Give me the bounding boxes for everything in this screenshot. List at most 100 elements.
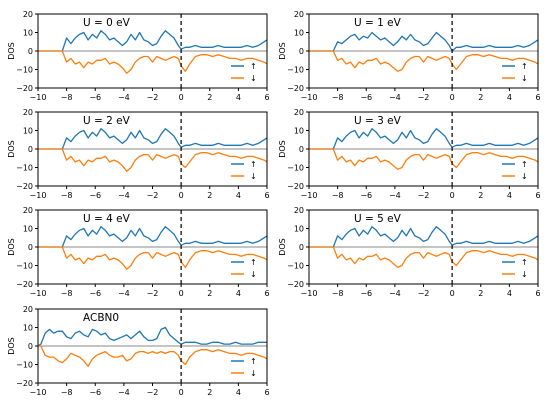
x-tick-label: −10	[30, 191, 47, 200]
x-tick-label: 6	[535, 289, 540, 298]
y-tick-label: 10	[23, 324, 33, 333]
y-tick-label: 20	[294, 108, 304, 117]
spin-up-line	[38, 30, 268, 52]
x-tick-label: 4	[236, 388, 241, 397]
x-tick-label: −8	[332, 191, 344, 200]
y-tick-label: 0	[299, 145, 304, 154]
x-tick-label: 0	[179, 388, 184, 397]
x-tick-label: −8	[332, 289, 344, 298]
panel-title: U = 2 eV	[83, 115, 131, 127]
x-tick-label: −4	[118, 289, 130, 298]
spin-down-line	[38, 50, 268, 74]
legend-up-label: ↑	[250, 357, 257, 366]
x-tick-label: −4	[118, 388, 130, 397]
spin-up-line	[38, 128, 268, 150]
y-tick-label: 10	[294, 225, 304, 234]
y-tick-label: 0	[28, 342, 33, 351]
y-axis-label: DOS	[7, 238, 16, 256]
y-tick-label: 10	[23, 29, 33, 38]
x-tick-label: −8	[61, 191, 73, 200]
x-tick-label: −2	[147, 388, 159, 397]
x-tick-label: −6	[89, 388, 101, 397]
y-tick-label: −10	[16, 164, 33, 173]
x-tick-label: −4	[389, 191, 401, 200]
y-tick-label: 0	[299, 243, 304, 252]
spin-down-line	[309, 246, 539, 269]
x-tick-label: 4	[507, 191, 512, 200]
x-tick-label: 6	[535, 93, 540, 102]
panel-title: U = 4 eV	[83, 213, 131, 225]
panel-title: U = 0 eV	[83, 17, 131, 29]
y-tick-label: −10	[287, 66, 304, 75]
y-tick-label: 20	[23, 305, 33, 314]
spin-up-line	[309, 226, 539, 248]
panel-title: U = 5 eV	[354, 213, 402, 225]
x-tick-label: −6	[360, 191, 372, 200]
x-tick-label: −8	[332, 93, 344, 102]
spin-up-line	[309, 31, 539, 52]
x-tick-label: −10	[301, 289, 318, 298]
legend-down-label: ↓	[521, 172, 528, 181]
legend-up-label: ↑	[250, 160, 257, 169]
y-tick-label: −20	[287, 280, 304, 289]
x-tick-label: −6	[360, 93, 372, 102]
legend-up-label: ↑	[521, 62, 528, 71]
y-tick-label: −20	[16, 84, 33, 93]
x-tick-label: −2	[147, 191, 159, 200]
panel-title: U = 1 eV	[354, 17, 402, 29]
x-tick-label: −4	[389, 93, 401, 102]
x-tick-label: 2	[207, 191, 212, 200]
spin-up-line	[309, 128, 539, 150]
legend-up-label: ↑	[250, 258, 257, 267]
y-axis-label: DOS	[278, 140, 287, 158]
x-tick-label: 0	[179, 191, 184, 200]
legend-down-label: ↓	[521, 74, 528, 83]
y-axis-label: DOS	[7, 140, 16, 158]
legend-down-label: ↓	[250, 369, 257, 378]
x-tick-label: 0	[179, 289, 184, 298]
y-axis-label: DOS	[278, 42, 287, 60]
y-tick-label: −10	[16, 361, 33, 370]
y-tick-label: 10	[294, 127, 304, 136]
x-tick-label: −6	[89, 191, 101, 200]
x-tick-label: 4	[236, 289, 241, 298]
x-tick-label: 0	[450, 93, 455, 102]
x-tick-label: −10	[301, 191, 318, 200]
spin-down-line	[38, 148, 268, 172]
y-axis-label: DOS	[278, 238, 287, 256]
x-tick-label: 2	[207, 93, 212, 102]
y-tick-label: −20	[287, 84, 304, 93]
y-tick-label: 0	[28, 145, 33, 154]
panel-title: U = 3 eV	[354, 115, 402, 127]
x-tick-label: 2	[478, 93, 483, 102]
x-tick-label: 6	[264, 388, 269, 397]
x-tick-label: −10	[30, 93, 47, 102]
x-tick-label: −10	[30, 289, 47, 298]
spin-down-line	[38, 246, 268, 270]
x-tick-label: −2	[418, 191, 430, 200]
y-tick-label: 0	[28, 47, 33, 56]
spin-down-line	[38, 345, 268, 368]
x-tick-label: −4	[389, 289, 401, 298]
y-tick-label: −20	[16, 280, 33, 289]
y-tick-label: 20	[23, 206, 33, 215]
y-tick-label: 10	[294, 29, 304, 38]
panel-title: ACBN0	[83, 312, 119, 324]
legend-down-label: ↓	[521, 270, 528, 279]
spin-up-line	[38, 226, 268, 248]
x-tick-label: 4	[507, 289, 512, 298]
x-tick-label: 6	[264, 93, 269, 102]
x-tick-label: −2	[418, 289, 430, 298]
x-tick-label: 2	[478, 191, 483, 200]
x-tick-label: −4	[118, 191, 130, 200]
legend-down-label: ↓	[250, 172, 257, 181]
legend-up-label: ↑	[521, 160, 528, 169]
y-tick-label: −10	[16, 66, 33, 75]
x-tick-label: −8	[61, 289, 73, 298]
x-tick-label: −2	[418, 93, 430, 102]
y-tick-label: 20	[294, 206, 304, 215]
